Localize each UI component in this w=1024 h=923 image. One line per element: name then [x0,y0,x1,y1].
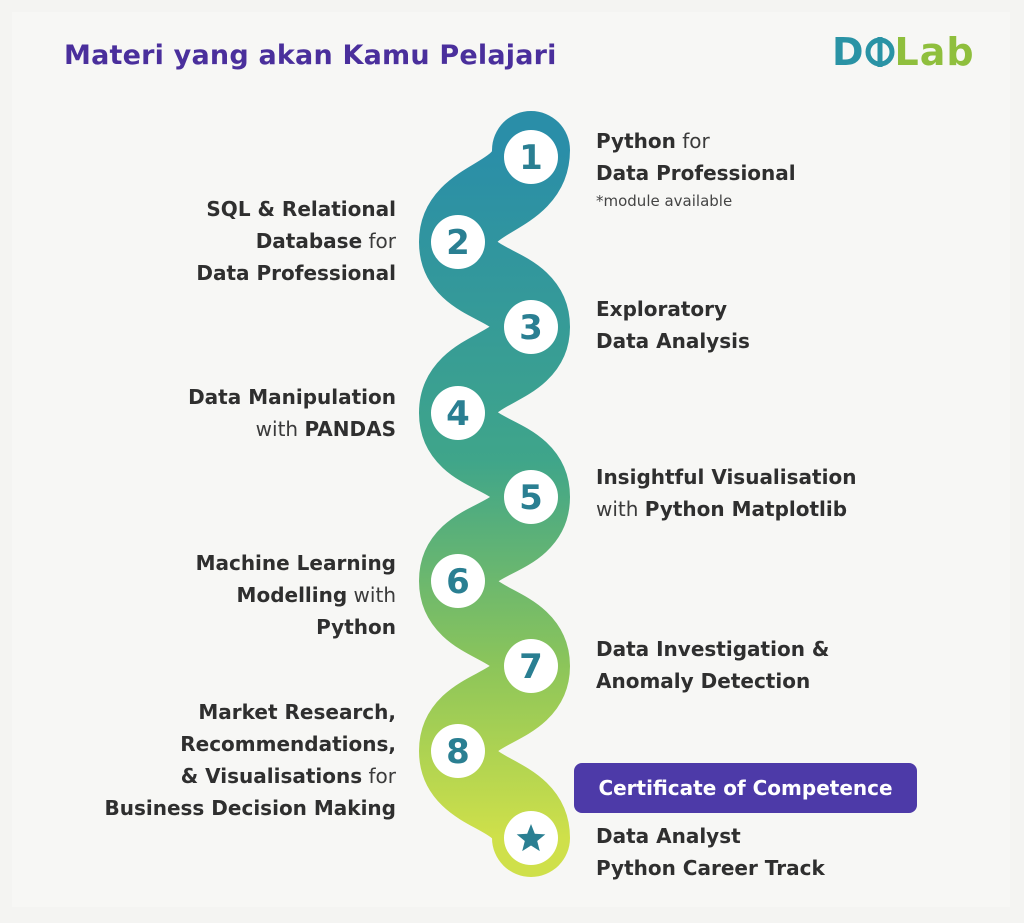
step-label-line: Insightful Visualisation [596,461,856,493]
step-label-line: Anomaly Detection [596,665,829,697]
final-line-2: Python Career Track [596,856,825,880]
step-number-2: 2 [446,223,470,263]
step-label-normal: with [596,497,645,521]
logo-d: D [832,30,865,74]
step-label-line: Market Research, [104,696,396,728]
step-label-3: Exploratory Data Analysis [596,293,750,357]
step-label-bold: Data Investigation & [596,637,830,661]
step-label-bold: Machine Learning [195,551,396,575]
final-label: Data Analyst Python Career Track [596,820,825,884]
dqlab-logo: D Lab [832,30,975,74]
step-number-3: 3 [519,308,543,348]
step-label-line: Data Professional [596,157,796,189]
step-label-line: Data Professional [196,257,396,289]
step-label-8: Market Research, Recommendations, & Visual… [104,696,396,824]
step-label-bold: Insightful Visualisation [596,465,857,489]
step-label-normal: with [347,583,396,607]
step-label-line: Python [196,611,396,643]
step-label-bold: Market Research, [198,700,396,724]
step-label-bold: Python [596,129,676,153]
step-label-bold: Data Professional [196,261,396,285]
step-label-normal: for [362,764,396,788]
step-label-bold: Modelling [236,583,348,607]
step-number-4: 4 [446,394,470,434]
step-label-line: Data Investigation & [596,633,829,665]
final-line-1: Data Analyst [596,824,741,848]
step-label-4: Data Manipulation with PANDAS [188,381,396,445]
step-label-1: Python for Data Professional [596,125,796,189]
step-label-bold: Recommendations, [180,732,396,756]
step-label-6: Machine Learning Modelling with Python [196,547,396,643]
step-label-line: Exploratory [596,293,750,325]
step-label-line: Python for [596,125,796,157]
step-label-2: SQL & Relational Database for Data Profess… [196,193,396,289]
step-label-bold: PANDAS [304,417,396,441]
step-label-line: with Python Matplotlib [596,493,856,525]
step-label-line: Database for [196,225,396,257]
step-label-line: Data Analysis [596,325,750,357]
step-label-line: SQL & Relational [196,193,396,225]
step-label-line: & Visualisations for [104,760,396,792]
step-node-6 [431,554,485,608]
logo-q-mark [865,30,895,74]
step-node-1 [504,130,558,184]
step-label-bold: Python Matplotlib [644,497,848,521]
step-label-bold: SQL & Relational [206,197,396,221]
star-icon [516,824,546,852]
step-label-line: Modelling with [196,579,396,611]
step-label-bold: & Visualisations [180,764,363,788]
step-label-normal: with [255,417,305,441]
step-label-line: Machine Learning [196,547,396,579]
step-label-normal: for [675,129,710,153]
step-number-7: 7 [519,647,543,687]
step-label-line: Data Manipulation [188,381,396,413]
step-node-2 [431,215,485,269]
step-label-5: Insightful Visualisation with Python Matp… [596,461,856,525]
step-label-bold: Exploratory [596,297,728,321]
step-label-normal: for [362,229,396,253]
logo-lab: Lab [894,30,975,74]
step-node-3 [504,300,558,354]
module-note: *module available [596,192,733,210]
step-label-bold: Data Professional [596,161,796,185]
step-label-bold: Anomaly Detection [596,669,811,693]
page-title: Materi yang akan Kamu Pelajari [64,40,557,71]
step-label-bold: Data Analysis [596,329,750,353]
step-number-1: 1 [519,138,543,178]
step-label-line: Business Decision Making [104,792,396,824]
step-number-8: 8 [446,732,470,772]
step-node-4 [431,386,485,440]
step-node-8 [431,724,485,778]
step-number-5: 5 [519,478,543,518]
step-number-6: 6 [446,562,470,602]
step-label-bold: Python [316,615,396,639]
step-label-bold: Business Decision Making [104,796,396,820]
step-node-7 [504,639,558,693]
step-label-bold: Database [255,229,363,253]
step-label-bold: Data Manipulation [188,385,396,409]
step-node-5 [504,470,558,524]
certificate-badge: Certificate of Competence [574,763,917,813]
step-label-7: Data Investigation & Anomaly Detection [596,633,829,697]
step-label-line: Recommendations, [104,728,396,760]
step-label-line: with PANDAS [188,413,396,445]
